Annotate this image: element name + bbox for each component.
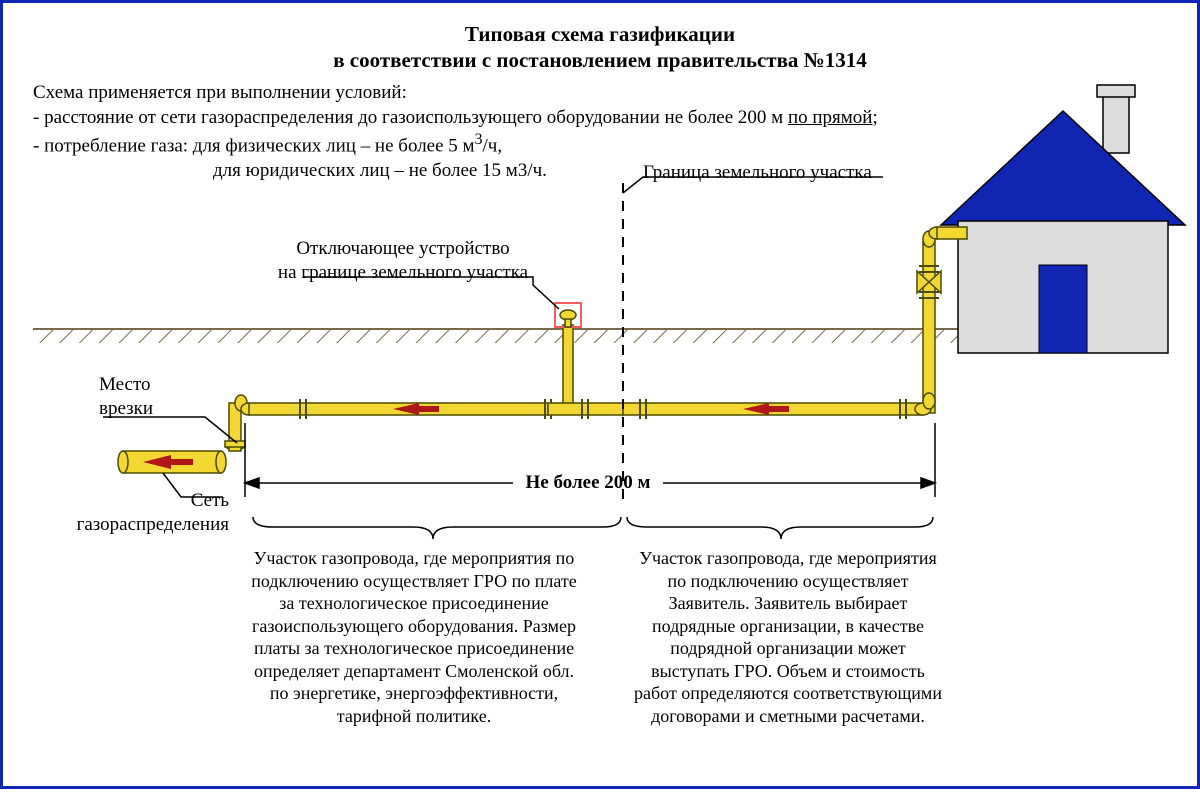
dimension-text: Не более 200 м: [503, 471, 673, 495]
label-disconnect: Отключающее устройство на границе земель…: [263, 237, 543, 285]
leader-tiein: [103, 417, 237, 443]
label-net-l2: газораспределения: [77, 514, 229, 535]
label-tiein-l2: врезки: [99, 398, 153, 419]
label-tiein: Место врезки: [99, 373, 179, 421]
brace-right: [627, 517, 933, 539]
paragraph-left: Участок газопровода, где мероприятия по …: [249, 547, 579, 727]
label-disconnect-l2: на границе земельного участка: [278, 262, 528, 283]
diagram-svg: [3, 3, 1200, 792]
house: [941, 85, 1185, 353]
label-net: Сеть газораспределения: [49, 489, 229, 537]
disconnect-riser: [563, 325, 573, 409]
label-tiein-l1: Место: [99, 374, 151, 395]
pipe-seg-mid1: [548, 403, 623, 415]
paragraph-right: Участок газопровода, где мероприятия по …: [633, 547, 943, 727]
label-disconnect-l1: Отключающее устройство: [296, 238, 509, 259]
house-door: [1039, 265, 1087, 353]
brace-left: [253, 517, 621, 539]
label-boundary: Граница земельного участка: [643, 161, 943, 185]
diagram-frame: Типовая схема газификации в соответствии…: [0, 0, 1200, 789]
ground-hatch: [33, 329, 958, 343]
pipe-into-house: [937, 227, 967, 239]
house-roof: [941, 111, 1185, 225]
label-net-l1: Сеть: [191, 490, 229, 511]
